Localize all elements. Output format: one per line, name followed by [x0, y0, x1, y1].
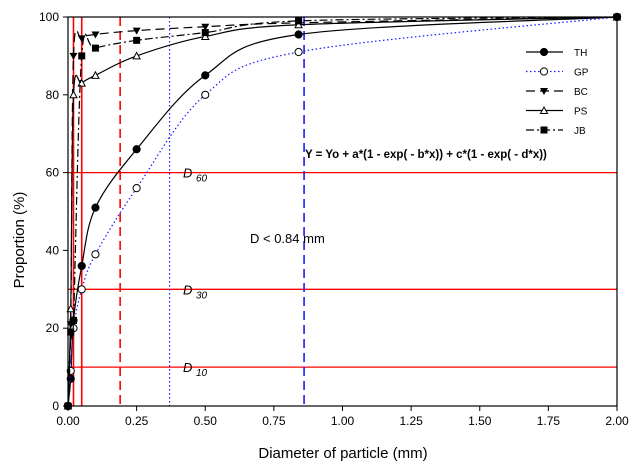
tick-labels: 0.00 0.25 0.50 0.75 1.00 1.25 1.50 1.75 2.00 0 20 4…: [39, 10, 629, 428]
y-tick-label-3: 60: [46, 166, 60, 180]
point-ps-3: [77, 78, 87, 87]
legend-marker-ps: [539, 105, 549, 114]
legend-marker-jb: [540, 126, 548, 134]
series-ps: [63, 12, 622, 410]
x-tick-label-6: 1.50: [468, 414, 492, 428]
d-label-10: D: [183, 360, 192, 375]
y-tick-label-5: 100: [39, 10, 59, 24]
x-axis-label: Diameter of particle (mm): [258, 445, 427, 462]
fit-equation: Y = Yo + a*(1 - exp( - b*x)) + c*(1 - ex…: [305, 149, 547, 161]
legend-marker-th: [539, 47, 549, 57]
series-th: [63, 12, 622, 411]
point-jb-3: [78, 52, 86, 60]
point-gp-4: [91, 250, 100, 259]
x-tick-label-3: 0.75: [262, 414, 286, 428]
y-tick-label-1: 20: [46, 321, 60, 335]
legend-marker-bc: [540, 88, 548, 95]
point-jb-4: [91, 44, 99, 52]
point-jb-1: [67, 328, 75, 336]
plot-frame: [67, 16, 618, 407]
point-jb-7: [295, 17, 303, 25]
y-tick-label-0: 0: [52, 399, 59, 413]
legend-item-ps: PS: [526, 105, 588, 118]
d-labels: D 60 D 30 D 10: [183, 166, 208, 380]
series-line-ps: [67, 16, 618, 407]
legend: TH GP BC PS JB: [526, 47, 589, 137]
y-axis-label: Proportion (%): [11, 192, 28, 289]
series-group: [63, 12, 622, 411]
x-tick-label-5: 1.25: [399, 414, 423, 428]
point-th-6: [201, 71, 210, 80]
point-ps-1: [66, 304, 76, 313]
x-tick-label-7: 1.75: [537, 414, 561, 428]
y-tick-label-2: 40: [46, 243, 60, 257]
series-jb: [64, 13, 621, 410]
x-tick-label-8: 2.00: [605, 414, 629, 428]
point-jb-6: [201, 29, 209, 37]
legend-label-bc: BC: [574, 87, 588, 98]
legend-marker-gp: [539, 67, 549, 76]
legend-item-bc: BC: [526, 87, 588, 98]
series-line-jb: [67, 16, 618, 407]
point-ps-7: [294, 20, 303, 29]
point-gp-3: [77, 285, 86, 294]
d-label-30: D: [183, 282, 192, 297]
legend-item-th: TH: [526, 47, 587, 59]
diameter-annotation: D < 0.84 mm: [250, 231, 325, 246]
d-label-60: D: [183, 166, 192, 181]
point-ps-6: [200, 31, 210, 40]
point-th-7: [294, 30, 303, 39]
d-label-sub-60: 60: [196, 174, 208, 185]
legend-item-gp: GP: [526, 67, 589, 79]
point-gp-7: [294, 47, 303, 57]
point-ps-2: [69, 90, 78, 99]
axes: [63, 16, 618, 411]
y-tick-label-4: 80: [46, 88, 60, 102]
legend-item-jb: JB: [526, 126, 586, 137]
point-jb-2: [69, 316, 77, 324]
point-bc-6: [201, 23, 210, 31]
series-line-th: [67, 16, 618, 407]
legend-label-ps: PS: [574, 107, 588, 118]
point-gp-5: [132, 184, 141, 193]
series-bc: [64, 14, 621, 410]
point-th-3: [77, 261, 86, 271]
x-tick-label-4: 1.00: [331, 414, 355, 428]
x-tick-label-0: 0.00: [56, 414, 80, 428]
legend-label-gp: GP: [574, 68, 589, 79]
point-jb-5: [133, 36, 141, 44]
point-bc-5: [132, 27, 141, 35]
x-tick-label-1: 0.25: [125, 414, 149, 428]
d-label-sub-10: 10: [196, 368, 208, 379]
point-bc-4: [91, 31, 100, 39]
x-tick-label-2: 0.50: [194, 414, 218, 428]
legend-label-jb: JB: [574, 126, 586, 137]
series-line-bc: [67, 16, 618, 407]
point-bc-3: [77, 35, 86, 43]
point-th-5: [132, 145, 141, 154]
point-bc-2: [69, 52, 78, 60]
series-line-gp: [67, 16, 618, 407]
d-label-sub-30: 30: [196, 290, 208, 301]
point-th-4: [91, 203, 100, 212]
point-ps-5: [132, 51, 141, 60]
point-ps-4: [91, 70, 100, 79]
point-gp-6: [201, 90, 210, 99]
reference-lines: [68, 17, 617, 406]
legend-label-th: TH: [574, 48, 587, 59]
series-gp: [63, 12, 622, 411]
